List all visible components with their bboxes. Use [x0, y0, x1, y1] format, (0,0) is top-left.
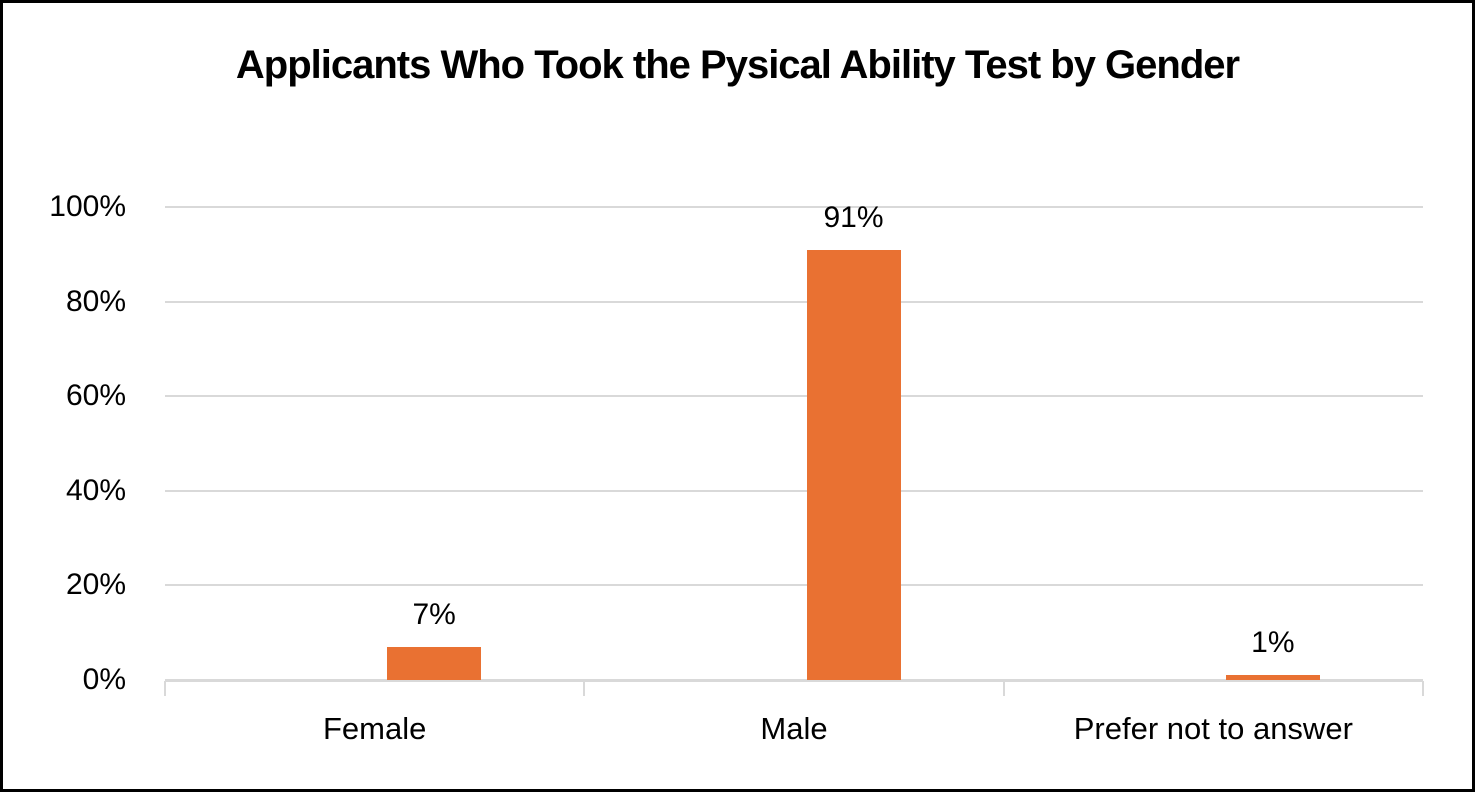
y-axis-tick-label: 100%: [49, 190, 126, 223]
bar-male: [806, 249, 901, 680]
x-axis-category-label: Female: [322, 711, 427, 746]
x-axis-tick: [583, 681, 586, 696]
x-axis-tick: [1422, 681, 1424, 696]
x-axis-tick: [164, 681, 166, 696]
chart-title: Applicants Who Took the Pysical Ability …: [235, 43, 1240, 87]
y-axis-tick-label: 20%: [65, 568, 126, 602]
bar-female: [387, 646, 482, 680]
x-axis-category-label: Male: [760, 711, 828, 746]
bar-value-label: 1%: [1251, 626, 1295, 660]
gridline: [165, 206, 1423, 208]
y-axis-tick-label: 0%: [82, 663, 126, 696]
x-axis-line: [165, 679, 1423, 682]
y-axis-tick-label: 60%: [65, 379, 126, 413]
y-axis-tick-label: 40%: [65, 473, 126, 507]
gridline: [165, 395, 1423, 398]
bar-prefer-not-to-answer: [1225, 675, 1320, 680]
bar-value-label: 91%: [823, 200, 884, 234]
gridline: [165, 584, 1423, 587]
x-axis-tick: [1002, 681, 1005, 696]
gridline: [165, 300, 1423, 303]
y-axis-tick-label: 80%: [65, 284, 126, 318]
gridline: [165, 489, 1423, 492]
bar-value-label: 7%: [412, 597, 456, 631]
x-axis-category-label: Prefer not to answer: [1073, 711, 1353, 746]
